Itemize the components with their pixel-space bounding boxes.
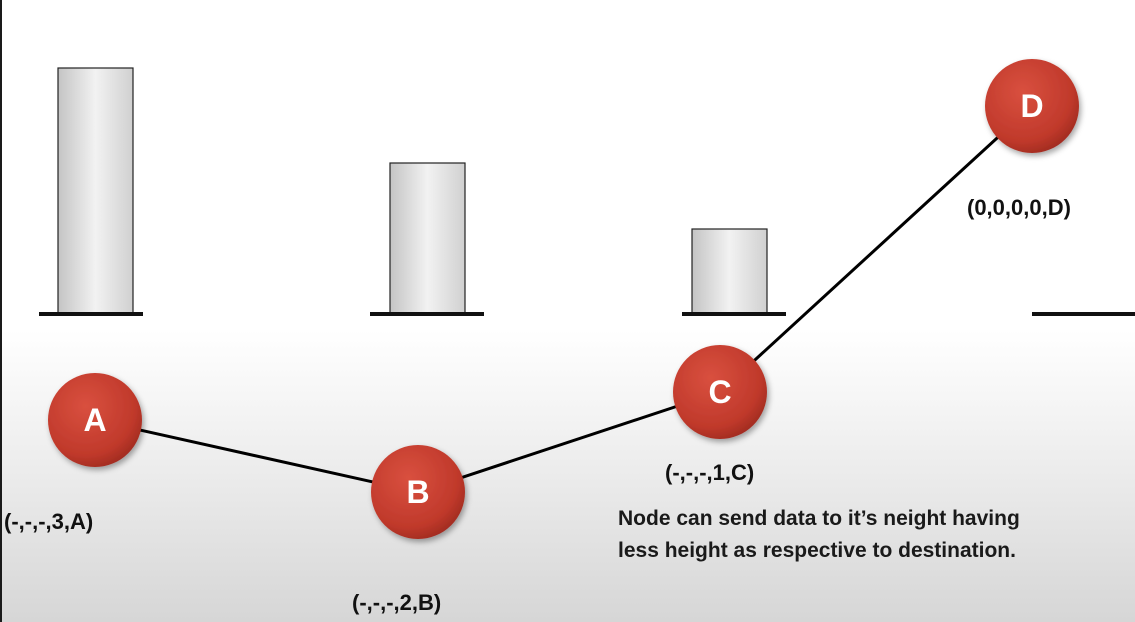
node-a-label: A xyxy=(83,402,106,438)
edge-a-b xyxy=(94,418,419,494)
edge-b-c xyxy=(417,390,721,494)
node-b-label: B xyxy=(406,474,429,510)
node-c-label: C xyxy=(708,374,731,410)
node-a: A xyxy=(48,373,142,467)
node-d: D xyxy=(985,59,1079,153)
node-c: C xyxy=(673,345,767,439)
edges xyxy=(94,104,1034,494)
height-bars xyxy=(39,67,1135,316)
node-d-tuple: (0,0,0,0,D) xyxy=(967,195,1071,220)
node-b: B xyxy=(371,445,465,539)
explanation-note: Node can send data to it’s neight having… xyxy=(618,507,1020,562)
height-bar-b xyxy=(389,162,466,315)
height-bar-a xyxy=(57,67,134,315)
node-b-tuple: (-,-,-,2,B) xyxy=(352,590,442,615)
edge-c-d xyxy=(718,104,1034,394)
node-d-label: D xyxy=(1020,88,1043,124)
frame-left-border xyxy=(0,0,2,622)
node-a-tuple: (-,-,-,3,A) xyxy=(4,509,94,534)
node-c-tuple: (-,-,-,1,C) xyxy=(665,460,755,485)
height-bar-c xyxy=(691,228,768,315)
